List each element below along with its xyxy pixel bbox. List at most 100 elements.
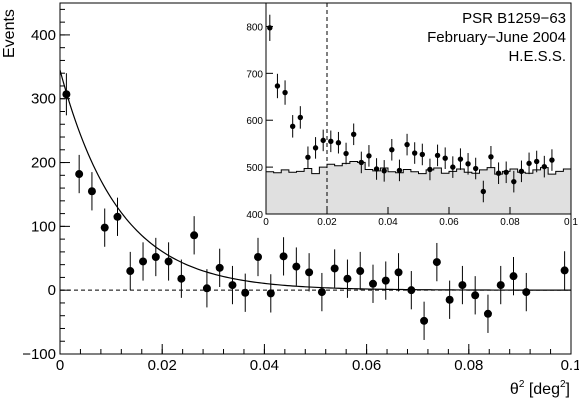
inset-data-point	[274, 73, 281, 99]
inset-data-point	[541, 155, 548, 178]
x-axis-label-base: θ	[510, 381, 519, 398]
data-point	[343, 259, 352, 298]
marker	[254, 252, 263, 261]
inset-data-point	[289, 115, 296, 138]
marker	[279, 252, 288, 261]
inset-marker	[267, 25, 273, 31]
inset-marker	[457, 156, 464, 162]
marker	[317, 288, 326, 297]
inset-data-point	[358, 151, 365, 174]
inset-marker	[389, 147, 395, 153]
inset-marker	[526, 160, 532, 167]
inset-data-point	[312, 137, 319, 159]
marker	[177, 274, 186, 283]
inset-data-point	[472, 157, 479, 180]
fit-curve	[59, 69, 571, 291]
inset-data-point	[305, 146, 311, 169]
inset-data-point	[503, 161, 509, 184]
annotation-source: PSR B1259−63	[462, 10, 566, 27]
inset-data-point	[297, 106, 304, 129]
marker	[139, 257, 148, 266]
marker	[305, 268, 314, 277]
inset-marker	[335, 140, 342, 146]
x-tick-label: 0.04	[250, 357, 279, 374]
inset-data-point	[373, 158, 380, 180]
inset-marker	[442, 155, 448, 161]
data-point	[458, 265, 467, 305]
inset-plot-frame	[265, 2, 572, 215]
inset-marker	[343, 150, 349, 157]
inset-y-tick-label: 700	[246, 69, 263, 80]
inset-marker	[511, 178, 517, 185]
inset-data-point	[366, 145, 372, 167]
background-histogram	[265, 160, 572, 215]
inset-y-tick-label: 400	[246, 210, 263, 221]
inset-plot: 0 0.02 0.04 0.06 0.08 0.1 400 500 600 700 800 PSR…	[246, 2, 578, 228]
inset-x-tick-label: 0.06	[439, 217, 459, 228]
inset-marker	[373, 166, 380, 172]
y-tick-label: 200	[31, 155, 56, 172]
data-point	[305, 253, 314, 292]
inset-data-point	[381, 160, 387, 182]
marker	[420, 316, 429, 325]
inset-data-point	[511, 170, 517, 193]
data-point	[368, 264, 377, 303]
inset-x-tick-label: 0.04	[378, 217, 398, 228]
data-point	[381, 261, 390, 300]
marker	[202, 284, 211, 293]
marker	[496, 281, 505, 290]
marker	[368, 279, 377, 288]
inset-x-tick-label: 0.02	[317, 217, 337, 228]
inset-marker	[488, 154, 494, 160]
marker	[75, 170, 84, 179]
x-axis-label-unit: [deg	[524, 381, 560, 398]
data-point	[407, 271, 416, 310]
data-point	[483, 294, 492, 333]
data-point	[394, 253, 403, 292]
data-point	[164, 242, 173, 281]
inset-data-point	[396, 159, 403, 182]
marker	[126, 267, 135, 276]
inset-marker	[503, 169, 509, 175]
inset-data-point	[328, 130, 334, 153]
x-axis-label: θ2 [deg2]	[510, 379, 570, 398]
inset-marker	[411, 150, 418, 156]
inset-annotation: PSR B1259−63 February−June 2004 H.E.S.S.	[427, 10, 566, 65]
data-point	[471, 276, 480, 315]
x-tick-label: 0	[56, 357, 64, 374]
inset-marker	[396, 167, 403, 174]
y-tick-label: −100	[22, 346, 56, 363]
data-point	[202, 269, 211, 308]
data-point	[87, 172, 96, 211]
marker	[100, 223, 109, 232]
inset-x-tick-label: 0.08	[500, 217, 520, 228]
inset-marker	[434, 152, 441, 159]
data-point	[190, 216, 199, 255]
marker	[62, 90, 71, 99]
inset-marker	[350, 131, 357, 137]
y-tick-label: 400	[31, 27, 56, 44]
inset-marker	[427, 166, 433, 173]
marker	[190, 231, 199, 240]
data-point	[241, 273, 250, 312]
main-y-tick-labels: −100 0 100 200 300 400	[22, 27, 56, 363]
inset-data-point	[350, 123, 357, 146]
y-tick-label: 300	[31, 91, 56, 108]
marker	[151, 252, 160, 261]
data-point	[432, 242, 441, 282]
inset-data-point	[343, 142, 349, 165]
data-point	[509, 256, 518, 296]
inset-marker	[450, 164, 456, 170]
inset-data-point	[427, 158, 433, 181]
inset-marker	[381, 168, 387, 174]
inset-marker	[328, 138, 334, 145]
inset-data-point	[526, 152, 532, 175]
inset-y-tick-label: 800	[246, 22, 263, 33]
inset-data-point	[488, 146, 494, 168]
inset-data-point	[465, 153, 471, 175]
data-point	[100, 208, 109, 247]
marker	[394, 268, 403, 277]
inset-y-tick-label: 500	[246, 163, 263, 174]
inset-data-point	[434, 144, 441, 167]
